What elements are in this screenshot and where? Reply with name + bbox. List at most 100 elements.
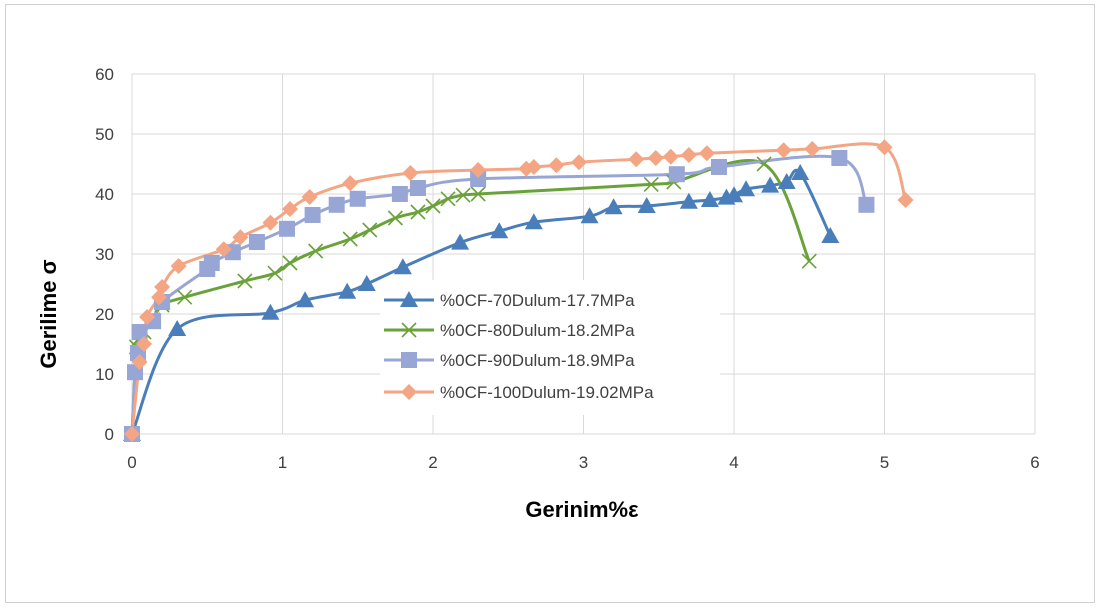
data-point [391,186,408,202]
legend-label-80: %0CF-80Dulum-18.2MPa [440,321,635,340]
data-point [756,156,772,172]
data-point [725,186,743,203]
x-axis-tick-labels: 0 1 2 3 4 5 6 [127,453,1039,472]
data-point-stroke [342,231,358,247]
data-point [136,336,153,352]
data-point [580,207,599,224]
data-point [425,198,441,214]
data-point [775,142,792,159]
x-tick-label: 3 [579,453,588,472]
legend-marker [401,322,417,338]
data-point [821,227,840,243]
data-point [647,150,664,166]
data-point-stroke [237,273,253,289]
series-markers [123,139,914,442]
data-point [777,173,796,189]
data-point-stroke [362,222,378,238]
y-tick-label: 0 [105,425,114,444]
legend-item-90: %0CF-90Dulum-18.9MPa [384,351,635,370]
data-point [604,198,623,215]
data-point [804,141,821,157]
y-tick-label: 20 [95,305,114,324]
x-tick-label: 0 [127,453,136,472]
data-point [410,204,426,220]
data-point [267,265,283,281]
x-axis-title: Gerinim%ε [525,497,639,522]
data-point [393,258,412,275]
data-point [570,154,587,171]
data-point [168,320,187,336]
data-point [876,139,893,156]
data-point [440,191,456,207]
data-point [131,354,148,370]
legend-item-70: %0CF-70Dulum-17.7MPa [384,291,635,310]
data-point [409,180,426,196]
data-point [490,222,509,239]
data-point [470,186,486,202]
data-point [203,255,220,271]
data-point-stroke [282,255,298,271]
x-tick-label: 4 [729,453,738,472]
data-point-stroke [455,187,471,203]
x-tick-label: 6 [1030,453,1039,472]
data-point [124,426,140,442]
data-point [338,282,357,299]
legend-marker [401,352,417,368]
data-point-stroke [308,243,324,259]
data-point [301,189,318,205]
data-point [643,176,659,192]
data-point [858,196,875,213]
data-point-stroke [267,265,283,281]
data-point [710,159,727,175]
data-point [470,162,487,178]
data-point [177,289,193,305]
legend-item-100: %0CF-100Dulum-19.02MPa [384,383,654,402]
data-point [737,180,756,197]
data-point [248,234,265,250]
series-markers-3 [124,139,914,442]
x-tick-label: 2 [428,453,437,472]
data-point [897,192,914,208]
data-point [698,145,715,162]
data-point [831,150,848,166]
data-point [328,196,345,213]
y-tick-label: 30 [95,245,114,264]
data-point [296,291,315,308]
data-point [304,207,321,223]
data-point-stroke [801,253,817,269]
data-point [342,231,358,247]
legend-label-70: %0CF-70Dulum-17.7MPa [440,291,635,310]
data-point-stroke [387,210,403,226]
data-point-stroke [440,191,456,207]
data-point [282,255,298,271]
data-point [524,213,543,230]
data-point [308,243,324,259]
data-point [139,309,156,325]
data-point [282,201,299,217]
legend-item-80: %0CF-80Dulum-18.2MPa [384,321,635,340]
data-point [262,214,279,231]
data-point [215,241,232,258]
data-point [628,151,645,168]
y-tick-label: 40 [95,185,114,204]
data-point [470,171,487,187]
y-axis-tick-labels: 0 10 20 30 40 50 60 [95,65,114,444]
data-point [679,192,698,209]
data-point [662,148,679,165]
data-point [525,159,542,175]
data-point [387,210,403,226]
data-point [170,258,187,274]
data-point [801,253,817,269]
data-point [261,303,280,320]
data-point [791,164,810,180]
x-tick-label: 5 [880,453,889,472]
y-axis-title: Gerilime σ [36,259,61,368]
data-point [402,165,419,181]
data-point [362,222,378,238]
legend-background [380,280,720,415]
data-point [668,166,685,183]
data-point [761,176,780,193]
data-point [279,220,296,237]
y-tick-label: 60 [95,65,114,84]
